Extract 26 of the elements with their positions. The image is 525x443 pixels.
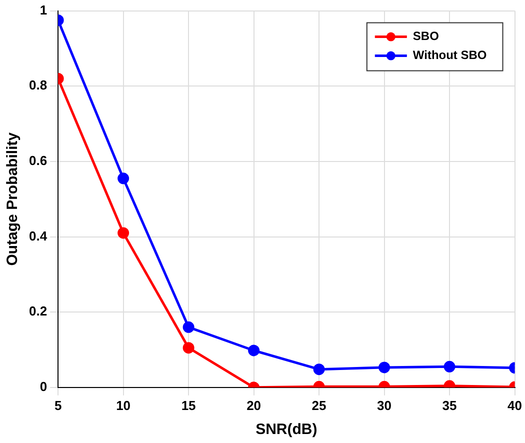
x-tick-label: 15 <box>181 398 196 413</box>
x-axis-title: SNR(dB) <box>256 421 318 438</box>
x-tick-label: 10 <box>116 398 131 413</box>
y-tick-label: 1 <box>40 2 48 18</box>
point <box>118 227 130 239</box>
y-tick-label: 0 <box>40 378 48 394</box>
y-tick-label: 0.2 <box>28 304 48 319</box>
legend-label: Without SBO <box>412 48 487 62</box>
point <box>182 321 194 333</box>
x-tick-label: 40 <box>508 398 522 413</box>
point <box>313 364 325 376</box>
x-tick-label: 5 <box>54 398 62 413</box>
y-tick-label: 0.6 <box>28 153 48 168</box>
x-tick-label: 30 <box>377 398 392 413</box>
x-tick-label: 20 <box>246 398 262 413</box>
point <box>182 342 194 354</box>
y-axis-title: Outage Probability <box>4 132 22 266</box>
point <box>444 360 456 372</box>
point <box>248 344 260 356</box>
y-tick-label: 0.4 <box>28 228 48 244</box>
x-tick-label: 25 <box>312 398 326 413</box>
y-tick-label: 0.8 <box>28 78 48 93</box>
x-tick-label: 35 <box>442 398 457 413</box>
point <box>378 362 390 374</box>
point <box>118 172 130 184</box>
legend-label: SBO <box>412 29 439 44</box>
